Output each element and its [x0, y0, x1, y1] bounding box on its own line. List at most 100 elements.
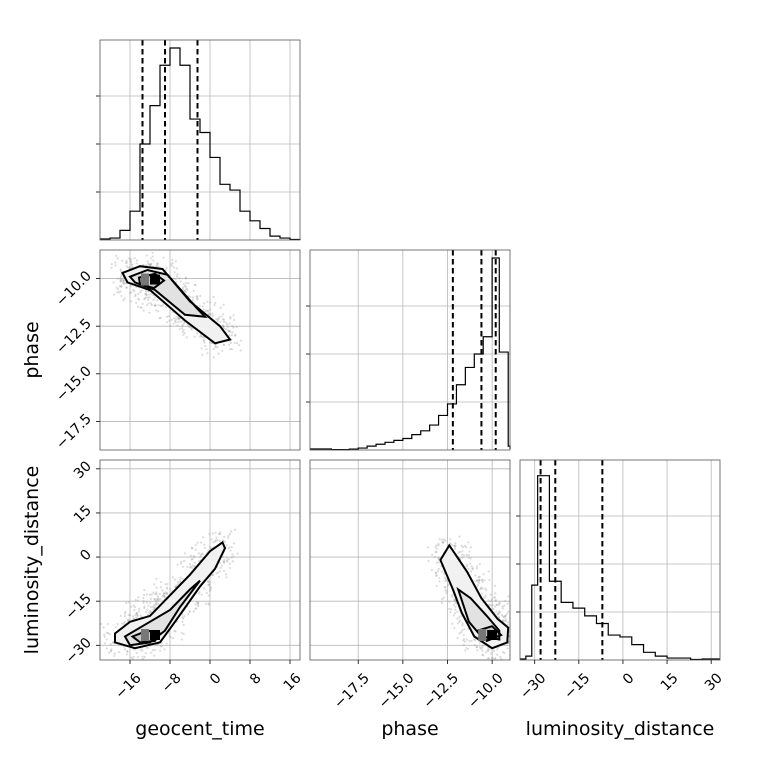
luminosity_distance_vs_geocent_time-scatter-point-546: [179, 576, 182, 579]
phase_vs_geocent_time-scatter-point-372: [187, 282, 190, 285]
phase_vs_geocent_time-scatter-point-235: [181, 287, 184, 291]
luminosity_distance_vs_geocent_time-scatter-point-91: [223, 558, 226, 562]
luminosity_distance_vs_phase-scatter-point-380: [490, 598, 493, 601]
luminosity_distance_vs_geocent_time-scatter-point-182: [137, 610, 140, 613]
luminosity_distance_vs_phase-scatter-point-346: [507, 621, 510, 624]
phase_vs_geocent_time-scatter-point-653: [174, 321, 177, 324]
luminosity_distance_vs_phase-scatter-point-155: [458, 619, 461, 622]
luminosity_distance_vs_geocent_time-scatter-point-478: [158, 592, 161, 595]
luminosity_distance_vs_geocent_time-scatter-point-583: [200, 554, 203, 557]
luminosity_distance_vs_geocent_time-scatter-point-76: [153, 598, 157, 601]
luminosity_distance_vs_geocent_time-scatter-point-80: [168, 635, 171, 638]
luminosity_distance_vs_phase-scatter-point-497: [478, 579, 481, 583]
luminosity_distance_vs_geocent_time-scatter-point-652: [194, 607, 197, 610]
luminosity_distance_vs_geocent_time-scatter-point-246: [136, 614, 139, 618]
luminosity_distance_vs_geocent_time-scatter-point-94: [156, 598, 159, 602]
phase_vs_geocent_time-scatter-point-377: [145, 254, 148, 257]
luminosity_distance_vs_geocent_time-scatter-point-682: [225, 544, 228, 547]
luminosity_distance_vs_geocent_time-scatter-point-63: [153, 597, 156, 601]
luminosity_distance_vs_geocent_time-scatter-point-10: [152, 591, 155, 594]
x-axis-label-luminosity-distance: luminosity_distance: [526, 718, 715, 740]
luminosity_distance_vs_geocent_time-scatter-point-42: [166, 593, 169, 596]
luminosity_distance_vs_geocent_time-scatter-point-366: [145, 601, 148, 604]
luminosity_distance_vs_phase-scatter-point-302: [454, 545, 457, 548]
luminosity_distance_vs_phase-scatter-point-140: [475, 579, 478, 583]
luminosity_distance_vs_geocent_time-scatter-point-74: [200, 593, 203, 596]
luminosity_distance_vs_phase-scatter-point-146: [493, 584, 496, 587]
phase_vs_geocent_time-scatter-point-271: [116, 291, 119, 294]
luminosity_distance_vs_phase-scatter-point-310: [456, 610, 459, 614]
phase_vs_geocent_time-scatter-point-441: [149, 302, 153, 305]
luminosity_distance_vs_phase-scatter-point-325: [481, 646, 484, 649]
phase_vs_geocent_time-peak-shoulder: [141, 273, 149, 286]
luminosity_distance_vs_geocent_time-scatter-point-12: [150, 651, 153, 654]
phase_vs_geocent_time-scatter-point-39: [157, 265, 160, 268]
phase_vs_geocent_time-scatter-point-8: [208, 312, 212, 316]
phase_vs_geocent_time-scatter-point-182: [175, 275, 179, 278]
luminosity_distance_vs_phase-scatter-point-342: [464, 649, 467, 652]
luminosity_distance_vs_geocent_time-scatter-point-139: [191, 566, 194, 570]
luminosity_distance_vs_geocent_time-scatter-point-210: [107, 632, 110, 635]
phase_vs_geocent_time-scatter-point-354: [222, 327, 226, 330]
luminosity_distance_vs_geocent_time-scatter-point-425: [112, 641, 115, 644]
luminosity_distance_vs_phase-scatter-point-578: [485, 589, 488, 592]
luminosity_distance_vs_geocent_time-scatter-point-493: [207, 603, 211, 606]
phase_vs_geocent_time-scatter-point-636: [227, 343, 231, 346]
luminosity_distance_vs_phase-scatter-point-535: [493, 596, 496, 599]
luminosity_distance_vs_geocent_time-scatter-point-188: [196, 541, 199, 544]
phase_vs_geocent_time-scatter-point-275: [143, 297, 146, 300]
luminosity_distance_vs_geocent_time-scatter-point-122: [147, 604, 150, 607]
luminosity_distance_vs_geocent_time-scatter-point-209: [168, 632, 171, 635]
y-axis-label-luminosity-distance: luminosity_distance: [21, 466, 43, 655]
phase_vs_geocent_time-scatter-point-274: [226, 329, 229, 332]
luminosity_distance_vs_geocent_time-scatter-point-15: [131, 658, 135, 660]
luminosity_distance_vs_geocent_time-scatter-point-607: [142, 601, 145, 604]
luminosity_distance_vs_geocent_time-scatter-point-640: [153, 603, 156, 606]
phase_vs_geocent_time-scatter-point-155: [130, 263, 133, 267]
luminosity_distance_vs_geocent_time-scatter-point-205: [207, 594, 210, 597]
luminosity_distance_vs_geocent_time-scatter-point-158: [157, 597, 160, 600]
phase_vs_geocent_time-scatter-point-78: [224, 327, 227, 330]
luminosity_distance_vs_geocent_time-scatter-point-178: [159, 580, 163, 584]
phase_vs_geocent_time-scatter-point-321: [167, 315, 170, 318]
luminosity_distance_vs_geocent_time-scatter-point-489: [231, 560, 234, 563]
luminosity_distance_vs_phase-scatter-point-457: [476, 579, 479, 582]
luminosity_distance_vs_phase-scatter-point-88: [489, 604, 493, 607]
luminosity_distance_vs_phase-scatter-point-562: [478, 563, 481, 566]
luminosity_distance_vs_geocent_time-scatter-point-662: [191, 564, 194, 567]
luminosity_distance_vs_geocent_time-scatter-point-545: [155, 600, 158, 604]
phase_vs_geocent_time-scatter-point-569: [115, 286, 118, 289]
luminosity_distance_vs_phase-scatter-point-518: [463, 628, 466, 631]
luminosity_distance_vs_geocent_time-scatter-point-240: [151, 649, 155, 652]
luminosity_distance_vs_geocent_time-scatter-point-192: [200, 553, 203, 556]
luminosity_distance_vs_geocent_time-scatter-point-479: [192, 610, 195, 613]
luminosity_distance_vs_geocent_time-scatter-point-513: [154, 648, 157, 652]
luminosity_distance_vs_phase-scatter-point-213: [500, 657, 503, 660]
luminosity_distance_vs_phase-frame: [309, 459, 511, 661]
phase_vs_geocent_time-scatter-point-406: [203, 341, 206, 344]
phase_vs_geocent_time-scatter-point-364: [147, 262, 150, 265]
luminosity_distance_vs_phase-scatter-point-290: [456, 622, 460, 625]
luminosity_distance_vs_phase-scatter-point-640: [495, 603, 498, 606]
luminosity_distance_vs_geocent_time-scatter-point-200: [216, 571, 220, 574]
luminosity_distance_vs_phase-scatter-point-169: [437, 557, 440, 560]
luminosity_distance_vs_phase-scatter-point-343: [461, 622, 464, 625]
luminosity_distance_vs_phase-scatter-point-129: [477, 578, 480, 582]
luminosity_distance_vs_phase-scatter-point-174: [475, 646, 478, 649]
phase_vs_geocent_time-scatter-point-196: [229, 341, 233, 345]
luminosity_distance_vs_phase-scatter-point-597: [453, 598, 456, 601]
luminosity_distance_vs_phase-scatter-point-620: [453, 626, 456, 630]
luminosity_distance_vs_geocent_time-scatter-point-325: [181, 577, 184, 580]
luminosity_distance_vs_geocent_time-scatter-point-327: [146, 646, 149, 649]
luminosity_distance_vs_phase-scatter-point-585: [492, 607, 495, 611]
luminosity_distance_vs_geocent_time-scatter-point-426: [231, 553, 234, 556]
luminosity_distance_vs_phase-scatter-point-475: [434, 550, 437, 554]
phase_vs_geocent_time-scatter-point-181: [137, 297, 140, 300]
luminosity_distance_vs_geocent_time-scatter-point-140: [128, 613, 132, 617]
luminosity_distance_vs_geocent_time-scatter-point-550: [155, 577, 158, 580]
luminosity_distance_vs_geocent_time-scatter-point-8: [136, 599, 140, 602]
luminosity_distance_vs_phase-scatter-point-611: [489, 593, 492, 596]
luminosity_distance_vs_geocent_time-scatter-point-301: [211, 532, 214, 535]
luminosity_distance_vs_phase-scatter-point-44: [481, 587, 484, 590]
phase_vs_geocent_time-scatter-point-676: [125, 261, 129, 264]
